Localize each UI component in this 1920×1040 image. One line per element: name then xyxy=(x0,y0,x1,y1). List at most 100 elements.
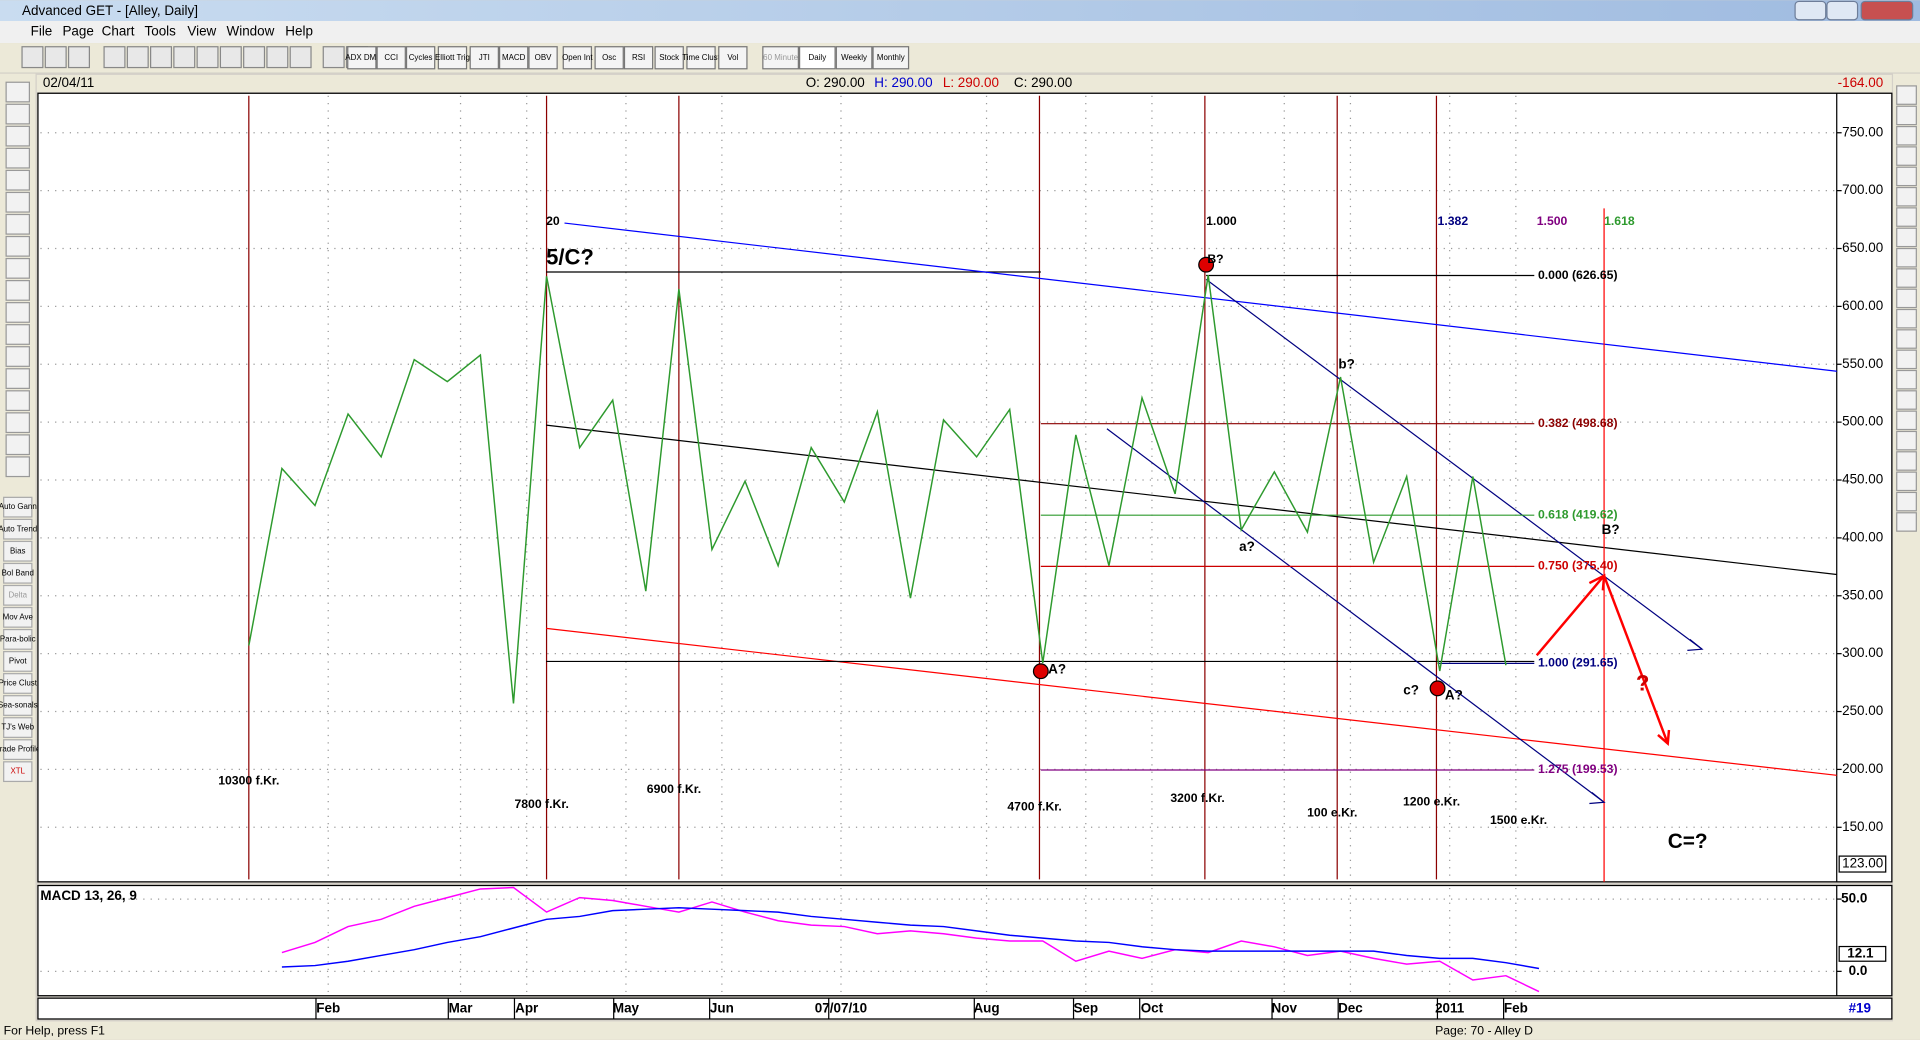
tool-icon[interactable] xyxy=(126,46,149,69)
tool-button[interactable] xyxy=(3,540,33,562)
toolbar-label[interactable]: JTI xyxy=(479,53,490,62)
tool-label[interactable]: Mov Ave xyxy=(3,612,34,621)
toolbar-label[interactable]: Time Clust xyxy=(682,53,720,62)
toolbar-button[interactable] xyxy=(498,46,529,70)
tool-label[interactable]: Delta xyxy=(8,590,27,599)
toolbar-label[interactable]: Stock xyxy=(659,53,679,62)
left-icon[interactable] xyxy=(5,456,30,478)
left-icon[interactable] xyxy=(5,103,30,125)
right-icon[interactable] xyxy=(1896,125,1917,146)
timeframe-label[interactable]: Weekly xyxy=(841,53,867,62)
left-icon[interactable] xyxy=(5,302,30,323)
toolbar-button[interactable] xyxy=(623,46,654,70)
left-icon[interactable] xyxy=(5,169,30,191)
right-icon[interactable] xyxy=(1896,227,1917,248)
maximize-button[interactable] xyxy=(1826,0,1859,21)
tool-icon[interactable] xyxy=(219,46,242,69)
left-icon[interactable] xyxy=(5,81,30,103)
toolbar-label[interactable]: Cycles xyxy=(409,53,433,62)
toolbar-button[interactable] xyxy=(405,46,436,70)
tool-label[interactable]: Para-bolic xyxy=(0,634,36,643)
tool-icon[interactable] xyxy=(44,46,67,69)
menu-item[interactable]: File xyxy=(31,24,53,39)
left-icon[interactable] xyxy=(5,125,30,147)
toolbar-label[interactable]: Osc xyxy=(602,53,616,62)
right-icon[interactable] xyxy=(1896,268,1917,288)
tool-label[interactable]: Trade Profile xyxy=(0,745,41,754)
right-icon[interactable] xyxy=(1896,105,1917,126)
left-icon[interactable] xyxy=(5,257,30,279)
tool-label[interactable]: Auto Gann xyxy=(0,502,37,511)
tool-label[interactable]: Bias xyxy=(10,546,25,555)
right-icon[interactable] xyxy=(1896,146,1917,166)
tool-button[interactable] xyxy=(3,562,33,584)
tool-icon[interactable] xyxy=(196,46,219,69)
close-button[interactable] xyxy=(1860,0,1914,21)
tool-label[interactable]: Price Clust xyxy=(0,679,38,688)
right-icon[interactable] xyxy=(1896,471,1917,492)
toolbar-button[interactable] xyxy=(686,46,716,70)
timeframe-button[interactable] xyxy=(872,46,910,70)
tool-button[interactable] xyxy=(3,584,33,606)
tool-icon[interactable] xyxy=(289,46,312,69)
right-icon[interactable] xyxy=(1896,430,1917,451)
right-icon[interactable] xyxy=(1896,166,1917,187)
tool-icon[interactable] xyxy=(67,46,90,69)
timeframe-button[interactable] xyxy=(835,46,873,70)
tool-button[interactable] xyxy=(3,695,33,716)
right-icon[interactable] xyxy=(1896,410,1917,431)
toolbar-button[interactable] xyxy=(594,46,624,70)
tool-label[interactable]: Sea-sonals xyxy=(0,701,38,710)
toolbar-button[interactable] xyxy=(562,46,593,70)
tool-label[interactable]: Pivot xyxy=(9,657,27,666)
tool-label[interactable]: Auto Trend xyxy=(0,524,37,533)
toolbar-label[interactable]: Open Int xyxy=(562,53,593,62)
tool-icon[interactable] xyxy=(21,46,44,69)
right-icon[interactable] xyxy=(1896,390,1917,410)
toolbar-label[interactable]: OBV xyxy=(535,53,552,62)
timeframe-button[interactable] xyxy=(798,46,836,70)
toolbar-button[interactable] xyxy=(347,46,377,70)
toolbar-label[interactable]: ADX DMI xyxy=(345,53,378,62)
right-icon[interactable] xyxy=(1896,85,1917,105)
left-icon[interactable] xyxy=(5,191,30,213)
toolbar-label[interactable]: RSI xyxy=(632,53,645,62)
toolbar-button[interactable] xyxy=(528,46,558,70)
tool-button[interactable] xyxy=(3,496,33,518)
right-icon[interactable] xyxy=(1896,247,1917,268)
right-icon[interactable] xyxy=(1896,329,1917,349)
left-icon[interactable] xyxy=(5,280,30,301)
left-icon[interactable] xyxy=(5,147,30,169)
toolbar-button[interactable] xyxy=(718,46,748,70)
toolbar-label[interactable]: MACD xyxy=(502,53,526,62)
menu-item[interactable]: Chart xyxy=(102,24,135,39)
right-icon[interactable] xyxy=(1896,512,1917,532)
tool-label[interactable]: Bol Band xyxy=(2,568,34,577)
right-icon[interactable] xyxy=(1896,451,1917,471)
toolbar-button[interactable] xyxy=(437,46,468,70)
menu-item[interactable]: Page xyxy=(62,24,93,39)
tool-button[interactable] xyxy=(3,673,33,694)
right-icon[interactable] xyxy=(1896,491,1917,512)
toolbar-button[interactable] xyxy=(376,46,406,70)
left-icon[interactable] xyxy=(5,434,30,456)
menu-item[interactable]: Tools xyxy=(144,24,176,39)
right-icon[interactable] xyxy=(1896,349,1917,370)
right-icon[interactable] xyxy=(1896,288,1917,309)
left-icon[interactable] xyxy=(5,412,30,434)
tool-button[interactable] xyxy=(3,717,33,738)
tool-button[interactable] xyxy=(3,739,33,761)
timeframe-button[interactable] xyxy=(762,46,799,70)
left-icon[interactable] xyxy=(5,368,30,389)
tool-button[interactable] xyxy=(3,651,33,672)
timeframe-label[interactable]: 60 Minute xyxy=(763,53,798,62)
toolbar-label[interactable]: Vol xyxy=(727,53,738,62)
right-icon[interactable] xyxy=(1896,186,1917,207)
toolbar-label[interactable]: Elliott Trig xyxy=(435,53,470,62)
tool-button[interactable] xyxy=(3,606,33,628)
tool-icon[interactable] xyxy=(173,46,196,69)
tool-label[interactable]: XTL xyxy=(10,767,25,776)
tool-button[interactable] xyxy=(3,518,33,540)
toolbar-button[interactable] xyxy=(654,46,684,70)
tool-icon[interactable] xyxy=(103,46,126,69)
